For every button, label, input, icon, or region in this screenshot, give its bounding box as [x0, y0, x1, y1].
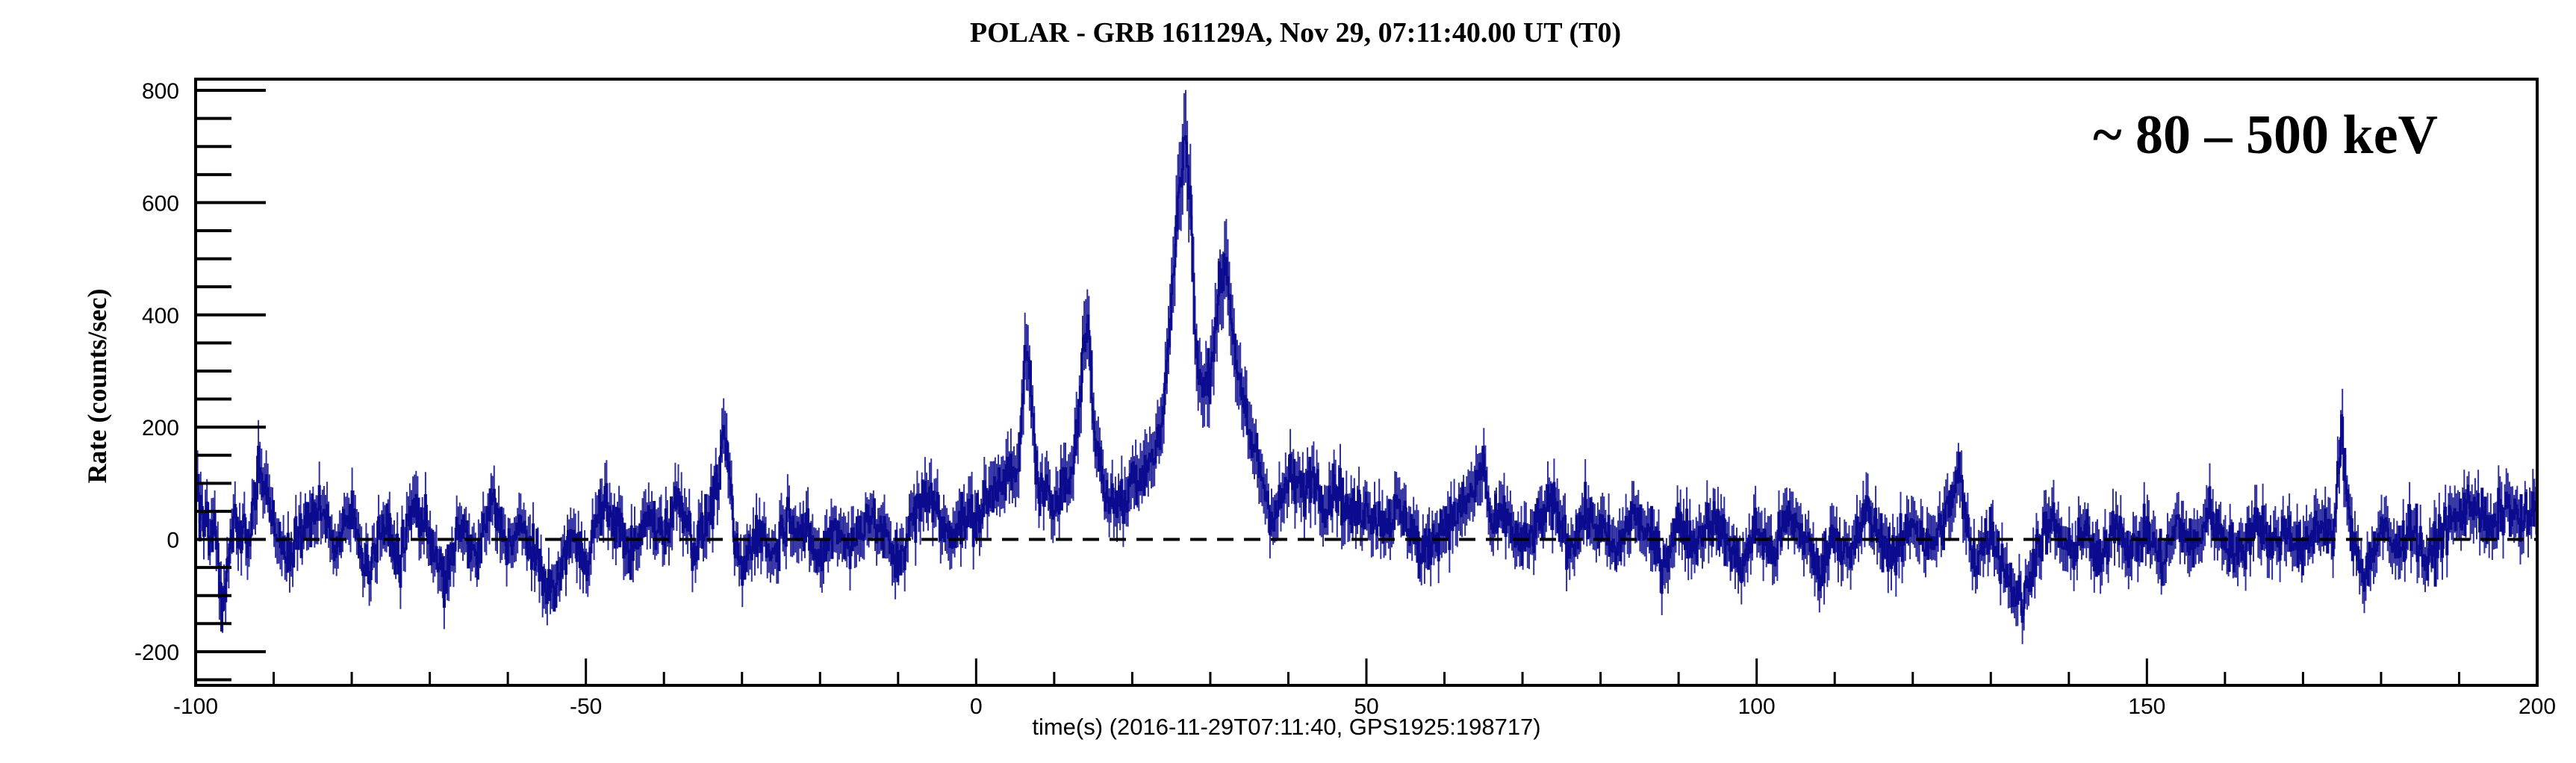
- energy-range-annotation: ~ 80 – 500 keV: [2093, 105, 2438, 166]
- y-tick-label: 800: [142, 79, 179, 104]
- x-tick-label: 50: [1354, 694, 1378, 719]
- y-tick-label: 400: [142, 304, 179, 328]
- y-tick-label: 0: [167, 529, 179, 553]
- x-axis-label: time(s) (2016-11-29T07:11:40, GPS1925:19…: [1032, 714, 1540, 740]
- y-axis-label: Rate (counts/sec): [82, 289, 112, 484]
- y-tick-label: 200: [142, 416, 179, 440]
- y-tick-label: -200: [134, 641, 179, 665]
- x-tick-label: -50: [570, 694, 602, 719]
- x-tick-label: 150: [2128, 694, 2165, 719]
- x-tick-label: 200: [2519, 694, 2556, 719]
- y-tick-label: 600: [142, 191, 179, 216]
- plot-area: -200 0 200 400 600 800 -100 -50 0 50 100 150 200: [134, 78, 2556, 719]
- x-tick-label: 0: [970, 694, 983, 719]
- x-tick-label: 100: [1738, 694, 1776, 719]
- chart-title: POLAR - GRB 161129A, Nov 29, 07:11:40.00…: [970, 17, 1621, 49]
- rate-series-line: [195, 135, 2538, 632]
- error-bars: [195, 90, 2537, 644]
- x-tick-label: -100: [173, 694, 218, 719]
